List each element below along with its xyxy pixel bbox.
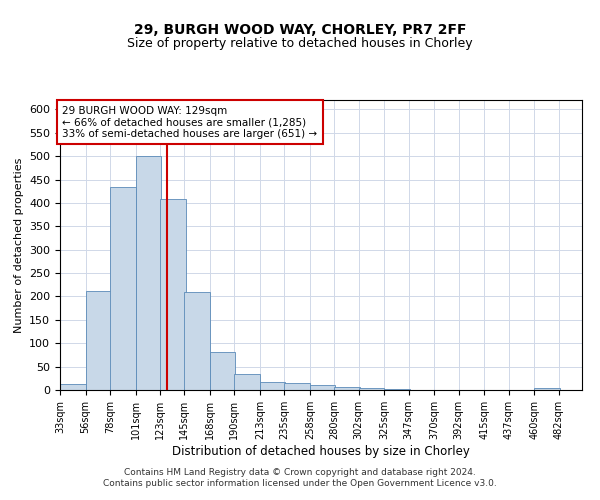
X-axis label: Distribution of detached houses by size in Chorley: Distribution of detached houses by size …	[172, 444, 470, 458]
Bar	[310, 385, 335, 390]
Bar	[136, 156, 161, 390]
Bar	[86, 291, 111, 390]
Bar	[284, 382, 310, 390]
Bar	[534, 388, 560, 390]
Bar	[160, 199, 185, 390]
Text: Size of property relative to detached houses in Chorley: Size of property relative to detached ho…	[127, 38, 473, 51]
Y-axis label: Number of detached properties: Number of detached properties	[14, 158, 23, 332]
Bar	[359, 388, 385, 390]
Bar	[235, 374, 260, 390]
Bar	[260, 382, 286, 390]
Bar	[110, 186, 136, 390]
Text: Contains HM Land Registry data © Crown copyright and database right 2024.
Contai: Contains HM Land Registry data © Crown c…	[103, 468, 497, 487]
Text: 29, BURGH WOOD WAY, CHORLEY, PR7 2FF: 29, BURGH WOOD WAY, CHORLEY, PR7 2FF	[134, 22, 466, 36]
Bar	[60, 384, 86, 390]
Bar	[210, 352, 235, 390]
Bar	[184, 292, 210, 390]
Text: 29 BURGH WOOD WAY: 129sqm
← 66% of detached houses are smaller (1,285)
33% of se: 29 BURGH WOOD WAY: 129sqm ← 66% of detac…	[62, 106, 317, 139]
Bar	[385, 389, 410, 390]
Bar	[334, 386, 360, 390]
